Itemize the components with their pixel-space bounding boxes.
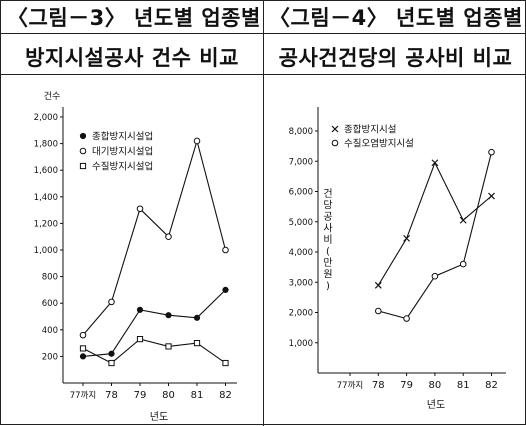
data-point-series-2: [79, 331, 87, 339]
data-point-series-1: [165, 312, 172, 319]
y-axis-label-char: 건: [323, 188, 332, 200]
y-tick-label: 7,000: [289, 157, 313, 167]
data-point-series-2: [375, 307, 382, 315]
legend-label-series-1: 종합방지시설업: [92, 131, 153, 143]
data-point-series-1: [79, 353, 87, 360]
x-tick-label: 81: [191, 390, 204, 401]
x-tick-label: 79: [134, 390, 147, 401]
y-tick-label: 600: [42, 299, 58, 309]
data-point-series-2: [193, 137, 201, 145]
data-point-series-1: [459, 216, 467, 224]
data-point-series-1: [403, 234, 411, 242]
y-tick-label: 5,000: [289, 218, 313, 228]
y-axis-label-char: 만: [323, 257, 332, 269]
chart4-title-line1: 〈그림－4〉 년도별 업종별: [269, 6, 523, 30]
legend-marker-series-3: [79, 162, 87, 170]
data-point-series-2: [108, 298, 115, 306]
legend-label-series-2: 수질오염방지시설: [344, 138, 414, 150]
y-tick-label: 6,000: [289, 188, 313, 198]
y-tick-label: 8,000: [289, 127, 313, 137]
x-tick-label: 78: [372, 380, 385, 391]
data-point-series-1: [108, 350, 115, 357]
data-point-series-2: [403, 315, 410, 322]
legend-label-series-2: 대기방지시설업: [92, 146, 153, 158]
x-axis-label: 년도: [427, 399, 445, 411]
y-tick-label: 2,000: [34, 113, 58, 123]
series-line-1: [82, 289, 226, 357]
legend-label-series-1: 종합방지시설: [344, 125, 396, 136]
chart4: 1,000 2,000 3,000 4,000 5,000 6,000 7,000 8,000…: [289, 107, 506, 411]
data-point-series-1: [222, 286, 229, 293]
data-point-series-2: [488, 148, 495, 156]
series-line-3: [82, 338, 226, 364]
data-point-series-3: [136, 336, 144, 343]
x-tick-label: 81: [457, 380, 470, 391]
x-tick-label: 82: [219, 390, 232, 401]
legend-marker-series-1: [79, 132, 87, 140]
x-tick-label: 78: [105, 390, 118, 401]
data-point-series-1: [374, 281, 382, 289]
data-point-series-2: [136, 205, 144, 213]
x-axis-label: 년도: [150, 411, 168, 423]
y-axis-label: 건수: [44, 91, 61, 102]
series-line-2: [378, 152, 493, 320]
data-point-series-3: [108, 359, 115, 367]
y-axis-label-char: 사: [323, 223, 332, 235]
y-axis-label-char: 공: [323, 211, 332, 223]
data-point-series-1: [136, 306, 144, 313]
y-tick-label: 1,400: [34, 193, 58, 203]
data-point-series-3: [193, 340, 201, 347]
y-tick-label: 1,200: [34, 219, 58, 229]
data-point-series-3: [222, 359, 229, 367]
data-point-series-2: [431, 272, 439, 280]
panel-divider: [263, 1, 264, 426]
data-point-series-2: [222, 246, 229, 254]
x-tick-label: 77까지: [70, 391, 96, 401]
data-point-series-1: [193, 314, 201, 321]
chart4-title-line2: 공사건건당의 공사비 비교: [278, 46, 513, 70]
y-axis-label-char: 원: [323, 269, 332, 281]
y-tick-label: 1,800: [34, 140, 58, 150]
legend-marker-series-2: [331, 139, 339, 147]
x-tick-label: 82: [485, 380, 498, 391]
legend-marker-series-1: [331, 125, 339, 133]
y-tick-label: 400: [42, 326, 58, 336]
y-tick-label: 1,000: [289, 339, 313, 349]
data-point-series-2: [459, 260, 467, 268]
data-point-series-1: [488, 192, 495, 200]
y-tick-label: 800: [42, 273, 58, 283]
data-point-series-3: [79, 345, 87, 352]
legend-label-series-3: 수질방지시설업: [92, 161, 153, 173]
chart3-title-line1: 〈그림－3〉 년도별 업종별: [7, 6, 261, 30]
y-tick-label: 4,000: [289, 248, 313, 258]
data-point-series-3: [165, 343, 172, 350]
legend-marker-series-2: [79, 147, 87, 155]
chart3: 200 400 600 800 1,000 1,200 1,400 1,600 1,800 2,0…: [34, 91, 237, 423]
chart3-title-line2: 방지시설공사 건수 비교: [25, 46, 239, 70]
series-line-2: [82, 138, 227, 336]
y-tick-label: 2,000: [289, 309, 313, 319]
y-axis-label-char: 당: [323, 200, 332, 212]
data-point-series-1: [431, 159, 439, 167]
y-axis-label-char: (: [326, 247, 330, 258]
y-tick-label: 3,000: [289, 278, 313, 288]
x-tick-label: 80: [162, 390, 175, 401]
series-line-1: [377, 161, 492, 286]
x-tick-label: 80: [429, 380, 442, 391]
y-axis-label-char: 비: [323, 234, 332, 246]
y-tick-label: 1,000: [34, 246, 58, 256]
y-tick-label: 200: [42, 352, 58, 362]
data-point-series-2: [165, 233, 172, 240]
x-tick-label: 79: [400, 380, 413, 391]
x-tick-label: 77까지: [337, 381, 363, 391]
y-tick-label: 1,600: [34, 166, 58, 176]
y-axis-label-char: ): [326, 281, 330, 292]
